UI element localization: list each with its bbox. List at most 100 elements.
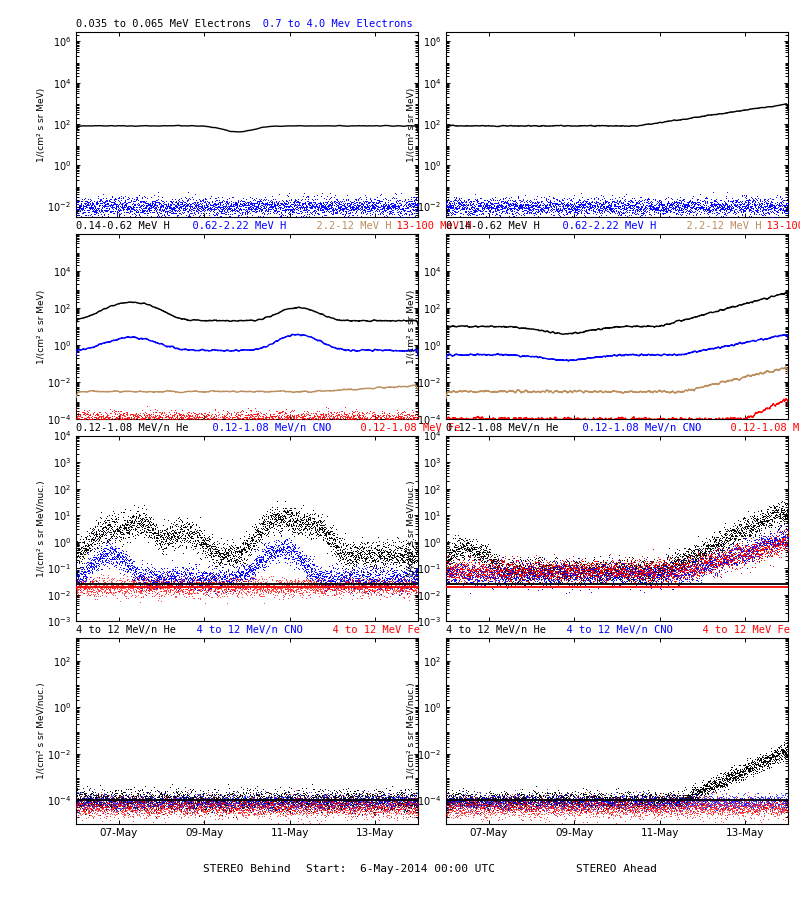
Point [502,200,514,214]
Point [603,799,616,814]
Point [150,797,163,812]
Point [630,791,642,806]
Point [687,200,700,214]
Point [374,418,386,432]
Point [159,789,172,804]
Point [763,750,776,764]
Point [402,805,414,819]
Point [739,794,752,808]
Point [194,528,206,543]
Point [554,807,567,822]
Point [620,204,633,219]
Point [120,584,133,598]
Point [95,567,108,581]
Point [528,792,541,806]
Point [70,550,83,564]
Point [154,415,167,429]
Point [178,533,190,547]
Point [654,795,666,809]
Point [80,531,93,545]
Point [554,790,567,805]
Point [219,412,232,427]
Point [606,803,619,817]
Point [122,787,135,801]
Point [411,797,424,812]
Point [136,797,149,812]
Point [200,792,213,806]
Point [619,198,632,212]
Point [722,547,734,562]
Point [239,796,252,810]
Point [302,521,315,535]
Point [188,536,201,550]
Point [764,755,777,770]
Point [364,803,377,817]
Point [566,562,579,577]
Point [182,517,194,531]
Point [140,524,153,538]
Point [504,794,517,808]
Point [126,794,138,808]
Point [731,806,744,820]
Point [550,558,563,572]
Point [120,548,133,562]
Point [174,413,187,428]
Point [296,515,309,529]
Point [154,574,167,589]
Point [725,795,738,809]
Point [403,207,416,221]
Point [549,795,562,809]
Point [244,797,257,812]
Point [735,528,748,543]
Point [317,411,330,426]
Point [371,790,384,805]
Point [114,411,126,426]
Point [133,408,146,422]
Point [494,568,506,582]
Point [318,803,331,817]
Point [571,551,584,565]
Point [456,803,469,817]
Point [593,796,606,811]
Point [718,530,731,544]
Point [380,581,393,596]
Point [301,577,314,591]
Point [326,793,338,807]
Point [608,194,621,209]
Point [140,578,153,592]
Point [754,798,766,813]
Point [396,586,409,600]
Point [146,530,158,544]
Point [727,203,740,218]
Point [689,542,702,556]
Point [691,789,704,804]
Point [728,799,741,814]
Point [560,558,573,572]
Point [303,585,316,599]
Point [390,801,402,815]
Point [266,508,278,522]
Point [313,197,326,211]
Point [104,414,117,428]
Point [533,798,546,813]
Point [347,580,360,595]
Point [169,798,182,813]
Point [519,561,532,575]
Point [746,795,758,809]
Point [89,799,102,814]
Point [555,805,568,819]
Point [318,789,330,804]
Point [223,199,236,213]
Point [195,795,208,809]
Point [682,558,694,572]
Point [162,806,175,821]
Point [750,531,762,545]
Point [490,803,502,817]
Point [629,793,642,807]
Point [196,198,209,212]
Point [745,522,758,536]
Point [244,791,257,806]
Point [366,796,378,811]
Point [149,522,162,536]
Point [579,794,592,808]
